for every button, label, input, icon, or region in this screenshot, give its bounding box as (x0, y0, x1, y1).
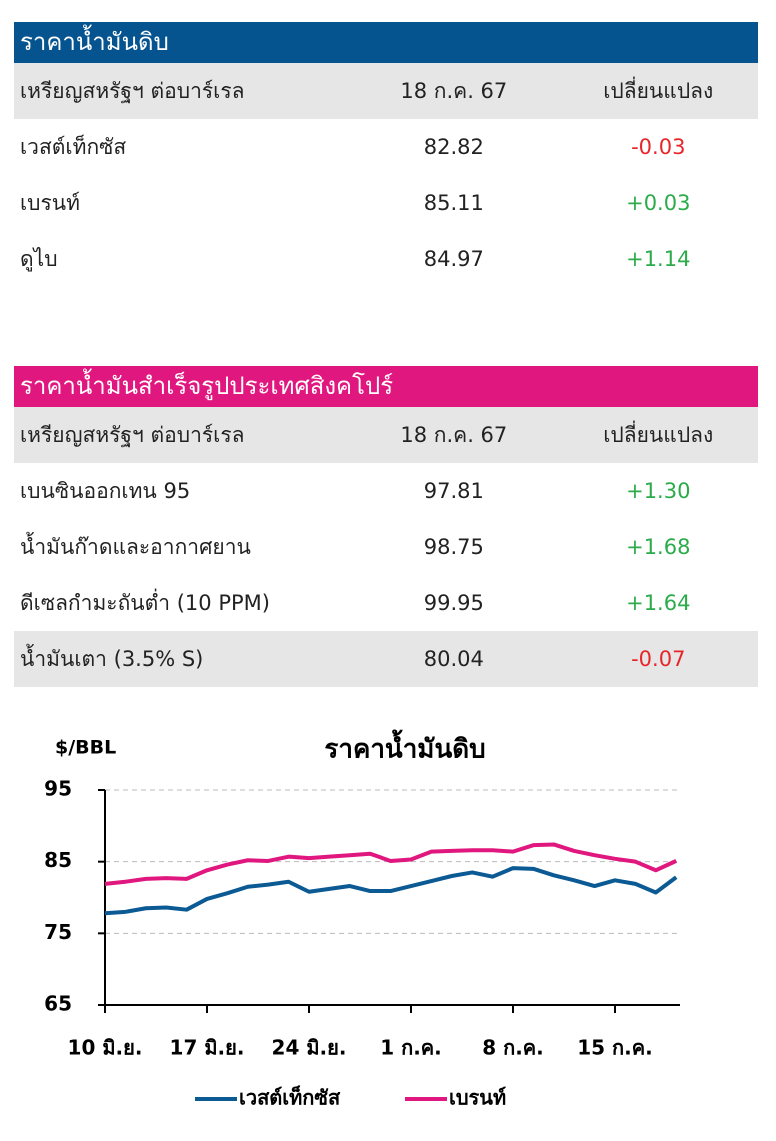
chart-title: ราคาน้ำมันดิบ (324, 729, 485, 765)
header-cell: 18 ก.ค. 67 (400, 78, 508, 103)
header-row: เหรียญสหรัฐฯ ต่อบาร์เรล 18 ก.ค. 67 เปลี่ยน… (14, 63, 758, 119)
table-row: เบรนท์ 85.11 +0.03 (14, 175, 758, 231)
header-cell: เปลี่ยนแปลง (603, 422, 714, 447)
table-cell: -0.07 (631, 647, 686, 671)
table-cell: 97.81 (423, 479, 484, 503)
x-tick-label: 15 ก.ค. (577, 1036, 652, 1060)
x-tick-label: 10 มิ.ย. (68, 1036, 143, 1060)
y-tick-label: 75 (44, 920, 72, 944)
table-cell: +1.30 (626, 479, 691, 503)
table-cell: 80.04 (423, 647, 484, 671)
header-cell: เหรียญสหรัฐฯ ต่อบาร์เรล (20, 422, 245, 447)
y-tick-label: 65 (44, 992, 72, 1016)
table-cell: 82.82 (423, 135, 484, 159)
table-cell: 84.97 (423, 247, 484, 271)
table-row: ดีเซลกำมะถันต่ำ (10 PPM) 99.95 +1.64 (14, 575, 758, 631)
table-cell: ดูไบ (20, 246, 58, 271)
table-cell: 85.11 (423, 191, 484, 215)
table-cell: -0.03 (631, 135, 686, 159)
table-cell: เบนซินออกเทน 95 (20, 478, 191, 503)
table-cell: +1.68 (626, 535, 691, 559)
y-tick-label: 95 (44, 777, 72, 801)
y-tick-label: 85 (44, 848, 72, 872)
table-cell: ดีเซลกำมะถันต่ำ (10 PPM) (20, 590, 270, 615)
table: ราคาน้ำมันสำเร็จรูปประเทศสิงคโปร์ เหรียญส… (14, 366, 758, 687)
table-cell: +1.14 (626, 247, 691, 271)
table-row: เวสต์เท็กซัส 82.82 -0.03 (14, 119, 758, 175)
header-row: เหรียญสหรัฐฯ ต่อบาร์เรล 18 ก.ค. 67 เปลี่ยน… (14, 407, 758, 463)
table-cell: 99.95 (423, 591, 484, 615)
x-tick-label: 17 มิ.ย. (170, 1036, 245, 1060)
table-title: ราคาน้ำมันสำเร็จรูปประเทศสิงคโปร์ (14, 366, 758, 407)
table-cell: น้ำมันเตา (3.5% S) (20, 646, 204, 671)
table-cell: น้ำมันก๊าดและอากาศยาน (20, 534, 251, 559)
table-row: น้ำมันก๊าดและอากาศยาน 98.75 +1.68 (14, 519, 758, 575)
table-cell: 98.75 (423, 535, 484, 559)
x-tick-label: 24 มิ.ย. (272, 1036, 347, 1060)
header-cell: เปลี่ยนแปลง (603, 78, 714, 103)
header-cell: เหรียญสหรัฐฯ ต่อบาร์เรล (20, 78, 245, 103)
table: ราคาน้ำมันดิบเหรียญสหรัฐฯ ต่อบาร์เรล 18 ก… (14, 22, 758, 287)
table-row: เบนซินออกเทน 95 97.81 +1.30 (14, 463, 758, 519)
series-line (104, 866, 678, 916)
table-cell: +1.64 (626, 591, 691, 615)
legend-label: เวสต์เท็กซัส (239, 1085, 341, 1110)
table-cell: +0.03 (626, 191, 691, 215)
table-cell: เวสต์เท็กซัส (20, 134, 127, 159)
x-tick-label: 8 ก.ค. (482, 1036, 544, 1060)
series-line (104, 842, 678, 886)
table-title: ราคาน้ำมันดิบ (14, 22, 758, 63)
table-row: น้ำมันเตา (3.5% S) 80.04 -0.07 (14, 631, 758, 687)
legend-label: เบรนท์ (449, 1086, 506, 1110)
table-cell: เบรนท์ (20, 190, 80, 215)
y-axis-label: $/BBL (55, 737, 116, 759)
x-tick-label: 1 ก.ค. (380, 1036, 442, 1060)
header-cell: 18 ก.ค. 67 (400, 422, 508, 447)
table-row: ดูไบ 84.97 +1.14 (14, 231, 758, 287)
